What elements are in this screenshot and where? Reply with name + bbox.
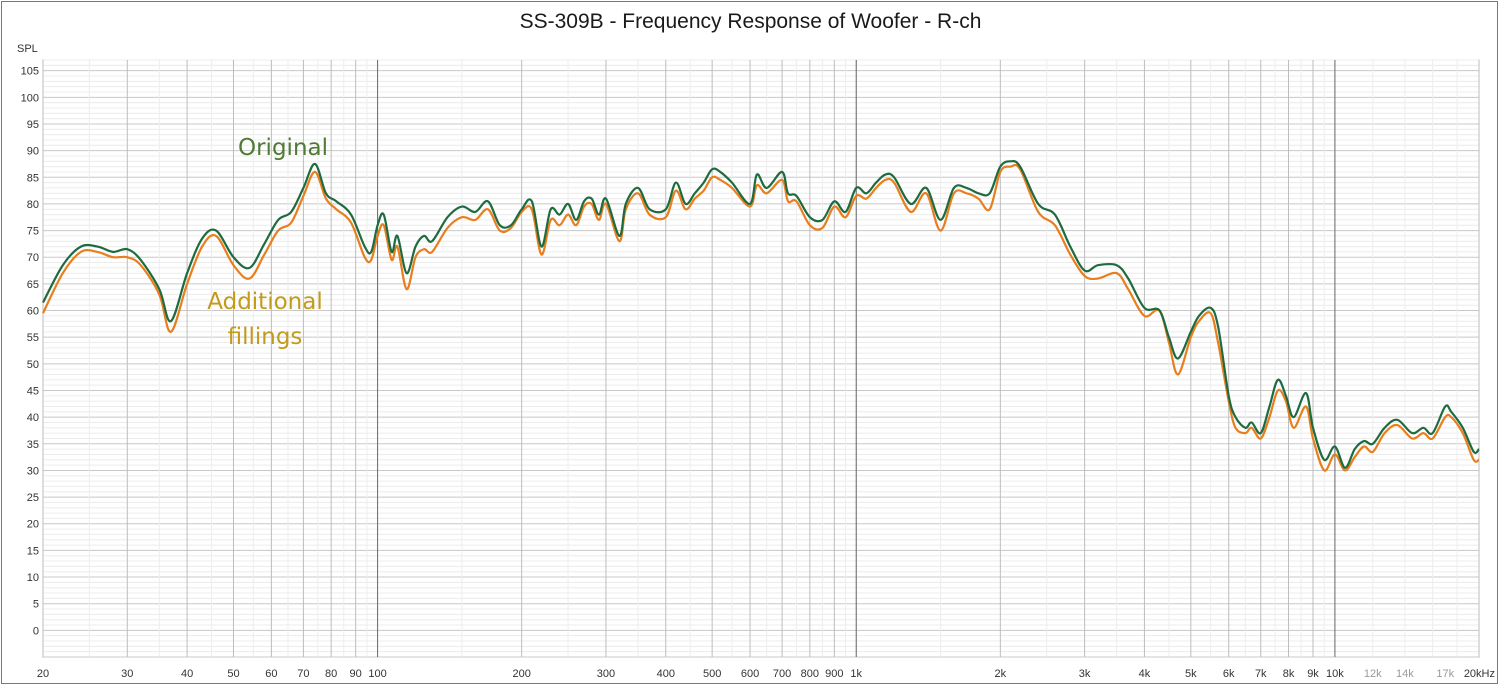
annotation-original: Original	[238, 135, 328, 161]
grid	[42, 59, 1480, 658]
y-tick-label: 90	[27, 146, 39, 158]
y-tick-label: 105	[21, 66, 39, 78]
series-line-original	[42, 160, 1480, 469]
y-axis-label: SPL	[17, 43, 38, 55]
x-tick-label: 7k	[1255, 668, 1267, 680]
y-tick-label: 15	[27, 545, 39, 557]
x-tick-label: 50	[227, 668, 239, 680]
x-tick-label: 700	[773, 668, 791, 680]
x-tick-label: 900	[825, 668, 843, 680]
annotations: Original Additional fillings	[207, 135, 328, 350]
x-tick-label: 12k	[1364, 668, 1382, 680]
chart-title: SS-309B - Frequency Response of Woofer -…	[519, 10, 982, 33]
y-tick-label: 45	[27, 385, 39, 397]
y-tick-label: 75	[27, 226, 39, 238]
x-axis-ticks: 20 30 40 50 60 70 80 90 100 200 300 400 500 600 700 800…	[37, 668, 1495, 680]
x-tick-label: 6k	[1223, 668, 1235, 680]
x-tick-label: 70	[297, 668, 309, 680]
x-tick-label: 3k	[1079, 668, 1091, 680]
y-tick-label: 35	[27, 439, 39, 451]
x-tick-label: 17k	[1436, 668, 1454, 680]
x-tick-label: 100	[368, 668, 386, 680]
series-lines	[42, 160, 1480, 472]
x-tick-label: 40	[181, 668, 193, 680]
x-tick-label: 8k	[1283, 668, 1295, 680]
x-tick-label: 500	[703, 668, 721, 680]
x-tick-label: 300	[597, 668, 615, 680]
y-tick-label: 50	[27, 359, 39, 371]
x-tick-label: 4k	[1139, 668, 1151, 680]
x-tick-label: 200	[512, 668, 530, 680]
y-tick-label: 10	[27, 572, 39, 584]
y-tick-label: 65	[27, 279, 39, 291]
y-tick-label: 70	[27, 252, 39, 264]
x-tick-label: 30	[121, 668, 133, 680]
y-tick-label: 20	[27, 519, 39, 531]
y-tick-label: 40	[27, 412, 39, 424]
x-tick-label: 9k	[1307, 668, 1319, 680]
x-tick-label: 80	[325, 668, 337, 680]
x-tick-label: 2k	[995, 668, 1007, 680]
series-line-additional-fillings	[42, 163, 1480, 472]
x-tick-label: 20kHz	[1464, 668, 1495, 680]
x-tick-label: 10k	[1326, 668, 1344, 680]
y-tick-label: 30	[27, 465, 39, 477]
x-tick-label: 600	[741, 668, 759, 680]
y-tick-label: 5	[33, 599, 39, 611]
x-tick-label: 1k	[850, 668, 862, 680]
y-tick-label: 80	[27, 199, 39, 211]
x-tick-label: 20	[37, 668, 49, 680]
x-tick-label: 60	[265, 668, 277, 680]
annotation-line: Additional	[207, 289, 322, 315]
y-tick-label: 60	[27, 306, 39, 318]
y-tick-label: 85	[27, 172, 39, 184]
y-tick-label: 0	[33, 625, 39, 637]
y-tick-label: 25	[27, 492, 39, 504]
x-tick-label: 90	[350, 668, 362, 680]
x-tick-label: 800	[801, 668, 819, 680]
x-tick-label: 5k	[1185, 668, 1197, 680]
y-tick-label: 95	[27, 119, 39, 131]
annotation-line: fillings	[228, 324, 303, 350]
x-tick-label: 400	[657, 668, 675, 680]
y-tick-label: 100	[21, 92, 39, 104]
x-tick-label: 14k	[1396, 668, 1414, 680]
y-axis-ticks: 0 5 10 15 20 25 30 35 40 45 50 55 60 65 70 75 80 85 90 95 10…	[21, 66, 39, 638]
annotation-additional-fillings: Additional fillings	[207, 289, 322, 350]
y-tick-label: 55	[27, 332, 39, 344]
